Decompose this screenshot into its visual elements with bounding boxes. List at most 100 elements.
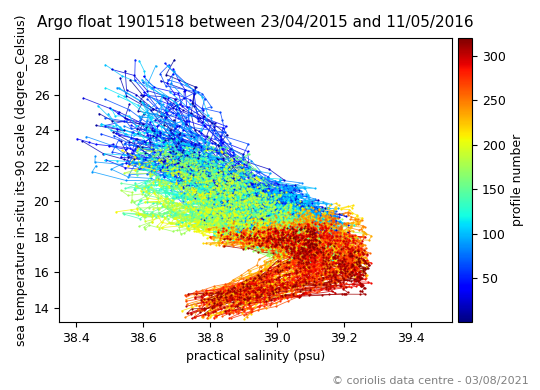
Point bbox=[296, 238, 305, 245]
Point bbox=[291, 260, 299, 266]
Point bbox=[304, 276, 313, 282]
Point bbox=[241, 292, 250, 299]
Point bbox=[218, 294, 226, 301]
Point bbox=[359, 224, 368, 230]
Point bbox=[289, 216, 298, 223]
Point bbox=[249, 244, 258, 250]
Point bbox=[290, 235, 299, 241]
Point bbox=[325, 221, 334, 227]
Point bbox=[327, 223, 336, 229]
Point bbox=[261, 196, 269, 202]
Point bbox=[248, 189, 257, 195]
Point bbox=[361, 250, 370, 256]
Point bbox=[265, 214, 273, 220]
Point bbox=[278, 282, 286, 288]
Point bbox=[273, 220, 281, 226]
Point bbox=[332, 270, 340, 276]
Point bbox=[277, 244, 286, 250]
Point bbox=[183, 190, 192, 197]
Point bbox=[192, 186, 200, 192]
Point bbox=[327, 221, 335, 227]
Point bbox=[257, 239, 266, 245]
Point bbox=[260, 235, 268, 241]
Point bbox=[260, 211, 268, 218]
Point bbox=[308, 227, 316, 234]
Point bbox=[252, 219, 261, 225]
Point bbox=[249, 288, 258, 294]
Point bbox=[325, 235, 333, 241]
Point bbox=[281, 266, 289, 273]
Point bbox=[317, 286, 326, 292]
Point bbox=[339, 285, 347, 291]
Point bbox=[288, 195, 297, 201]
Point bbox=[275, 211, 284, 218]
Point bbox=[266, 236, 275, 242]
Point bbox=[219, 191, 228, 197]
Point bbox=[279, 222, 287, 229]
Point bbox=[276, 233, 285, 239]
Point bbox=[181, 182, 190, 188]
Point bbox=[339, 238, 348, 245]
Point bbox=[247, 200, 255, 206]
Point bbox=[218, 175, 226, 181]
Point bbox=[225, 227, 233, 233]
Point bbox=[339, 286, 348, 292]
Point bbox=[262, 232, 271, 238]
Point bbox=[265, 202, 274, 208]
Point bbox=[184, 118, 193, 124]
Point bbox=[323, 252, 332, 258]
Point bbox=[218, 213, 226, 219]
Point bbox=[239, 204, 247, 211]
Point bbox=[194, 165, 203, 171]
Point bbox=[264, 223, 272, 230]
Point bbox=[327, 216, 336, 222]
Point bbox=[287, 243, 295, 250]
Point bbox=[282, 218, 291, 225]
Point bbox=[180, 87, 189, 93]
Point bbox=[338, 229, 346, 235]
Point bbox=[186, 157, 195, 163]
Point bbox=[272, 222, 280, 228]
Point bbox=[287, 204, 295, 211]
Point bbox=[161, 215, 170, 222]
Point bbox=[364, 262, 373, 268]
Point bbox=[160, 148, 169, 154]
Point bbox=[132, 160, 140, 166]
Point bbox=[304, 214, 313, 220]
Point bbox=[362, 255, 370, 261]
Point bbox=[220, 207, 229, 213]
Point bbox=[207, 183, 215, 189]
Point bbox=[287, 209, 295, 215]
Point bbox=[171, 125, 179, 131]
Point bbox=[308, 209, 316, 215]
Point bbox=[152, 187, 160, 193]
Point bbox=[271, 242, 279, 248]
Point bbox=[218, 140, 226, 146]
Point bbox=[255, 183, 264, 190]
Point bbox=[215, 290, 224, 296]
Point bbox=[236, 195, 245, 201]
Point bbox=[321, 222, 329, 229]
Point bbox=[226, 192, 235, 198]
Point bbox=[310, 209, 319, 215]
Point bbox=[236, 183, 245, 190]
Point bbox=[293, 224, 301, 230]
Point bbox=[131, 136, 140, 142]
Point bbox=[340, 263, 349, 269]
Point bbox=[321, 218, 329, 224]
Point bbox=[249, 234, 258, 240]
Point bbox=[259, 175, 267, 181]
Point bbox=[280, 216, 288, 222]
Point bbox=[270, 223, 279, 230]
Point bbox=[292, 236, 301, 243]
Point bbox=[302, 266, 311, 273]
Point bbox=[292, 220, 301, 226]
Point bbox=[340, 233, 349, 239]
Point bbox=[259, 214, 267, 220]
Point bbox=[233, 216, 241, 223]
Point bbox=[252, 229, 261, 235]
Point bbox=[290, 238, 299, 244]
Point bbox=[275, 227, 284, 233]
Point bbox=[235, 158, 244, 164]
Point bbox=[238, 204, 246, 210]
